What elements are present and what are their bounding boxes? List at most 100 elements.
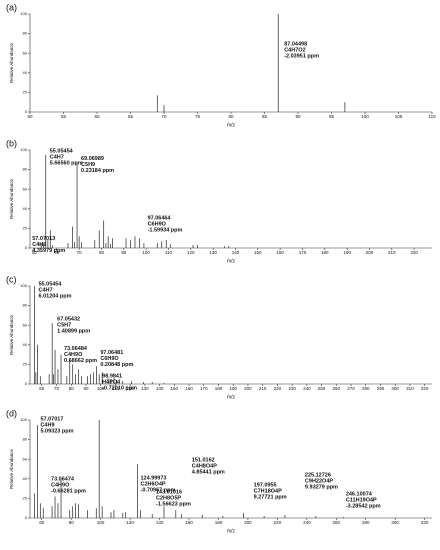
y-tick-label: 80 xyxy=(23,31,28,36)
x-tick-label: 95 xyxy=(329,114,335,119)
peak-mz: 87.04498 xyxy=(284,41,307,47)
x-tick-label: 210 xyxy=(388,250,396,255)
y-axis-title: Relative Abundance xyxy=(9,178,14,219)
peak-error: 9.27721 ppm xyxy=(254,495,287,501)
peak-mz: 97.06464 xyxy=(148,216,172,222)
peak-error: -3.28542 ppm xyxy=(346,503,381,509)
panel-label: (a) xyxy=(6,2,17,12)
y-tick-label: 100 xyxy=(20,147,27,152)
peak-mz: 98.9841 xyxy=(102,373,122,379)
peak-formula: C11H19O4P xyxy=(346,497,377,503)
y-tick-label: 60 xyxy=(23,456,28,461)
peak-mz: 73.06474 xyxy=(51,476,75,482)
peak-error: 4.35979 ppm xyxy=(32,248,65,254)
x-tick-label: 180 xyxy=(215,520,223,525)
peak-mz: 67.05432 xyxy=(57,317,80,323)
x-tick-label: 150 xyxy=(254,250,262,255)
x-tick-label: 85 xyxy=(262,114,268,119)
x-tick-label: 220 xyxy=(274,386,282,391)
x-tick-label: 320 xyxy=(421,386,429,391)
peak-formula: C7H18O4P xyxy=(254,489,282,495)
x-tick-label: 160 xyxy=(276,250,284,255)
x-tick-label: 110 xyxy=(165,250,173,255)
peak-mz: 57.07013 xyxy=(32,236,55,242)
peak-formula: C4H9 xyxy=(40,422,54,428)
x-tick-label: 140 xyxy=(156,520,164,525)
peak-error: -0.72010 ppm xyxy=(102,385,137,391)
peak-formula: C5H7 xyxy=(57,323,71,329)
peak-error: 4.85441 ppm xyxy=(192,470,225,476)
x-tick-label: 110 xyxy=(428,114,436,119)
y-axis-title: Relative Abundance xyxy=(9,448,14,489)
panel-label: (d) xyxy=(6,408,17,418)
y-tick-label: 40 xyxy=(23,476,28,481)
x-tick-label: 180 xyxy=(321,250,329,255)
x-tick-label: 80 xyxy=(69,386,75,391)
x-tick-label: 120 xyxy=(187,250,195,255)
peak-error: -0.70967 ppm xyxy=(140,488,175,494)
peak-error: 6.01204 ppm xyxy=(38,293,71,299)
x-tick-label: 60 xyxy=(94,114,100,119)
peak-error: 5.09323 ppm xyxy=(40,428,73,434)
peak-formula: H4PO4 xyxy=(102,379,121,385)
x-tick-label: 280 xyxy=(362,520,370,525)
y-tick-label: 0 xyxy=(25,109,28,114)
peak-mz: 246.10074 xyxy=(346,491,373,497)
x-tick-label: 280 xyxy=(362,386,370,391)
x-tick-label: 80 xyxy=(99,250,105,255)
peak-mz: 151.0162 xyxy=(192,458,215,464)
peak-formula: C4H7 xyxy=(50,154,64,160)
peak-formula: C4H7O2 xyxy=(284,47,305,53)
y-tick-label: 0 xyxy=(25,381,28,386)
x-tick-label: 270 xyxy=(347,386,355,391)
x-tick-label: 240 xyxy=(303,520,311,525)
y-tick-label: 20 xyxy=(23,89,28,94)
y-tick-label: 20 xyxy=(23,495,28,500)
peak-error: 0.68662 ppm xyxy=(64,358,97,364)
y-tick-label: 100 xyxy=(20,417,27,422)
x-tick-label: 300 xyxy=(391,386,399,391)
x-tick-label: 260 xyxy=(333,386,341,391)
peak-mz: 124.99973 xyxy=(140,476,166,482)
peak-formula: C4H9O xyxy=(51,482,70,488)
peak-formula: C9H22O4P xyxy=(305,479,333,485)
x-tick-label: 100 xyxy=(361,114,369,119)
x-tick-label: 130 xyxy=(209,250,217,255)
y-tick-label: 100 xyxy=(20,283,27,288)
peak-mz: 143.01016 xyxy=(156,490,182,496)
y-axis-title: Relative Abundance xyxy=(9,314,14,355)
y-tick-label: 40 xyxy=(23,70,28,75)
peak-error: 0.20848 ppm xyxy=(100,362,133,368)
x-tick-label: 75 xyxy=(195,114,201,119)
y-axis-title: Relative Abundance xyxy=(9,42,14,83)
y-tick-label: 80 xyxy=(23,437,28,442)
x-axis-title: m/z xyxy=(227,258,236,264)
x-tick-label: 190 xyxy=(229,386,237,391)
peak-error: -2.03951 ppm xyxy=(284,53,319,59)
peak-error: -1.56623 ppm xyxy=(156,502,191,508)
x-tick-label: 220 xyxy=(410,250,418,255)
panel-label: (b) xyxy=(6,138,17,148)
x-tick-label: 210 xyxy=(259,386,267,391)
peak-formula: C4H7 xyxy=(38,287,52,293)
peak-formula: C2H8O5P xyxy=(156,496,181,502)
x-tick-label: 140 xyxy=(232,250,240,255)
x-tick-label: 70 xyxy=(77,250,83,255)
x-tick-label: 150 xyxy=(171,386,179,391)
x-tick-label: 60 xyxy=(39,520,45,525)
peak-formula: C4H9O xyxy=(64,352,83,358)
y-tick-label: 20 xyxy=(23,225,28,230)
peak-mz: 197.0955 xyxy=(254,483,277,489)
x-axis-title: m/z xyxy=(227,394,236,400)
y-tick-label: 60 xyxy=(23,186,28,191)
peak-mz: 73.06484 xyxy=(64,346,88,352)
y-tick-label: 0 xyxy=(25,515,28,520)
x-tick-label: 80 xyxy=(69,520,75,525)
x-tick-label: 300 xyxy=(391,520,399,525)
x-tick-label: 200 xyxy=(244,386,252,391)
x-tick-label: 120 xyxy=(126,386,134,391)
panel-label: (c) xyxy=(6,274,17,284)
y-tick-label: 100 xyxy=(20,11,27,16)
peak-error: -0.66281 ppm xyxy=(51,488,86,494)
